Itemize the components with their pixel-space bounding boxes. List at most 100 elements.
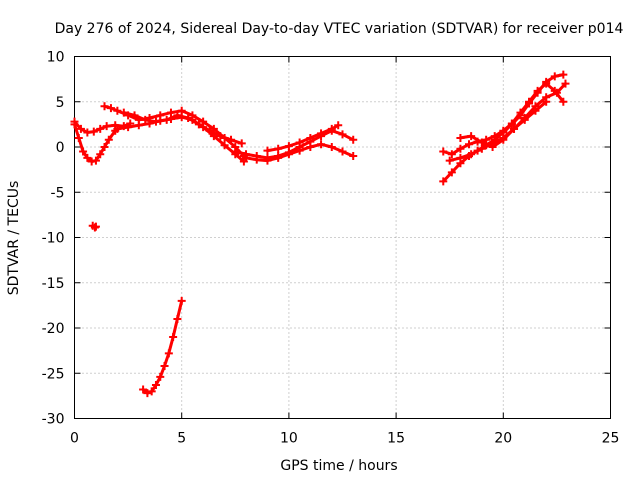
- data-point: [295, 138, 304, 147]
- series-arc-late-d: [456, 97, 551, 151]
- axis-ticks: [74, 56, 611, 419]
- data-point: [334, 121, 343, 130]
- data-point: [252, 155, 261, 164]
- data-point: [173, 111, 182, 120]
- series-arc-main-c: [119, 108, 246, 148]
- data-point: [205, 126, 214, 135]
- y-tick-label: 0: [56, 140, 65, 156]
- data-point: [510, 124, 519, 133]
- data-point: [559, 97, 568, 106]
- data-point: [445, 156, 454, 165]
- data-point: [306, 143, 315, 151]
- data-point: [559, 70, 568, 79]
- data-point: [194, 120, 203, 129]
- data-point: [349, 152, 358, 161]
- data-point: [467, 150, 476, 159]
- data-point: [227, 135, 236, 144]
- y-tick-label: 10: [47, 50, 65, 66]
- y-tick-label: -20: [42, 321, 65, 337]
- data-point: [533, 86, 542, 95]
- data-point: [83, 153, 92, 162]
- series-outlier-cluster: [88, 221, 100, 232]
- data-point: [542, 97, 551, 106]
- data-point: [439, 177, 448, 186]
- data-point: [263, 146, 272, 155]
- data-point: [147, 387, 156, 396]
- data-point: [124, 123, 133, 132]
- grid: [74, 56, 611, 419]
- data-point: [76, 124, 85, 133]
- y-tick-label: -30: [42, 412, 65, 428]
- data-point: [113, 106, 122, 115]
- data-point: [327, 124, 336, 133]
- data-point: [169, 333, 178, 342]
- chart-title: Day 276 of 2024, Sidereal Day-to-day VTE…: [55, 21, 624, 37]
- data-point: [456, 133, 465, 142]
- series-line: [122, 111, 244, 145]
- x-tick-label: 5: [177, 431, 186, 447]
- series-arc-midday-lower: [242, 140, 358, 165]
- y-tick-label: 5: [56, 95, 65, 111]
- x-tick-label: 0: [70, 431, 79, 447]
- data-point: [139, 385, 148, 394]
- data-point: [102, 122, 111, 131]
- y-tick-label: -25: [42, 366, 65, 382]
- data-series: [70, 70, 570, 398]
- series-arc-late-c: [445, 79, 570, 165]
- x-tick-labels: 0 5 10 15 20 25: [70, 431, 619, 447]
- data-point: [499, 135, 508, 144]
- data-point: [216, 132, 225, 141]
- y-tick-label: -10: [42, 231, 65, 247]
- data-point: [542, 79, 551, 88]
- series-arc-negative: [139, 296, 186, 398]
- data-point: [173, 314, 182, 323]
- data-point: [106, 104, 115, 113]
- data-point: [113, 124, 122, 133]
- data-point: [130, 111, 139, 120]
- data-point: [119, 108, 128, 117]
- data-point: [141, 115, 150, 124]
- data-point: [525, 97, 534, 106]
- data-point: [242, 153, 251, 162]
- data-point: [91, 222, 100, 231]
- data-point: [516, 108, 525, 117]
- data-point: [134, 121, 143, 130]
- data-point: [96, 150, 105, 159]
- series-arc-midday-upper: [263, 121, 343, 155]
- data-point: [338, 130, 347, 139]
- data-point: [499, 126, 508, 135]
- data-point: [349, 135, 358, 144]
- data-point: [552, 88, 561, 97]
- data-point: [482, 135, 491, 144]
- data-point: [100, 143, 109, 151]
- data-point: [317, 140, 326, 149]
- x-tick-label: 15: [387, 431, 405, 447]
- data-point: [477, 138, 486, 147]
- data-point: [561, 79, 570, 88]
- data-point: [151, 381, 160, 390]
- data-point: [89, 127, 98, 136]
- data-point: [439, 147, 448, 156]
- data-point: [338, 147, 347, 156]
- series-line: [448, 82, 567, 163]
- data-point: [490, 132, 499, 141]
- data-point: [327, 143, 336, 151]
- x-tick-label: 25: [602, 431, 620, 447]
- data-point: [151, 117, 160, 126]
- data-point: [507, 119, 516, 128]
- data-point: [274, 153, 283, 162]
- data-point: [447, 168, 456, 177]
- data-point: [531, 106, 540, 115]
- data-point: [284, 150, 293, 159]
- x-tick-label: 20: [494, 431, 512, 447]
- data-point: [284, 142, 293, 151]
- y-tick-label: -5: [51, 185, 65, 201]
- data-point: [70, 117, 79, 126]
- data-point: [467, 132, 476, 141]
- y-tick-label: -15: [42, 276, 65, 292]
- data-point: [295, 146, 304, 155]
- data-point: [79, 147, 88, 156]
- series-arc-main-a: [100, 102, 248, 161]
- data-point: [184, 114, 193, 123]
